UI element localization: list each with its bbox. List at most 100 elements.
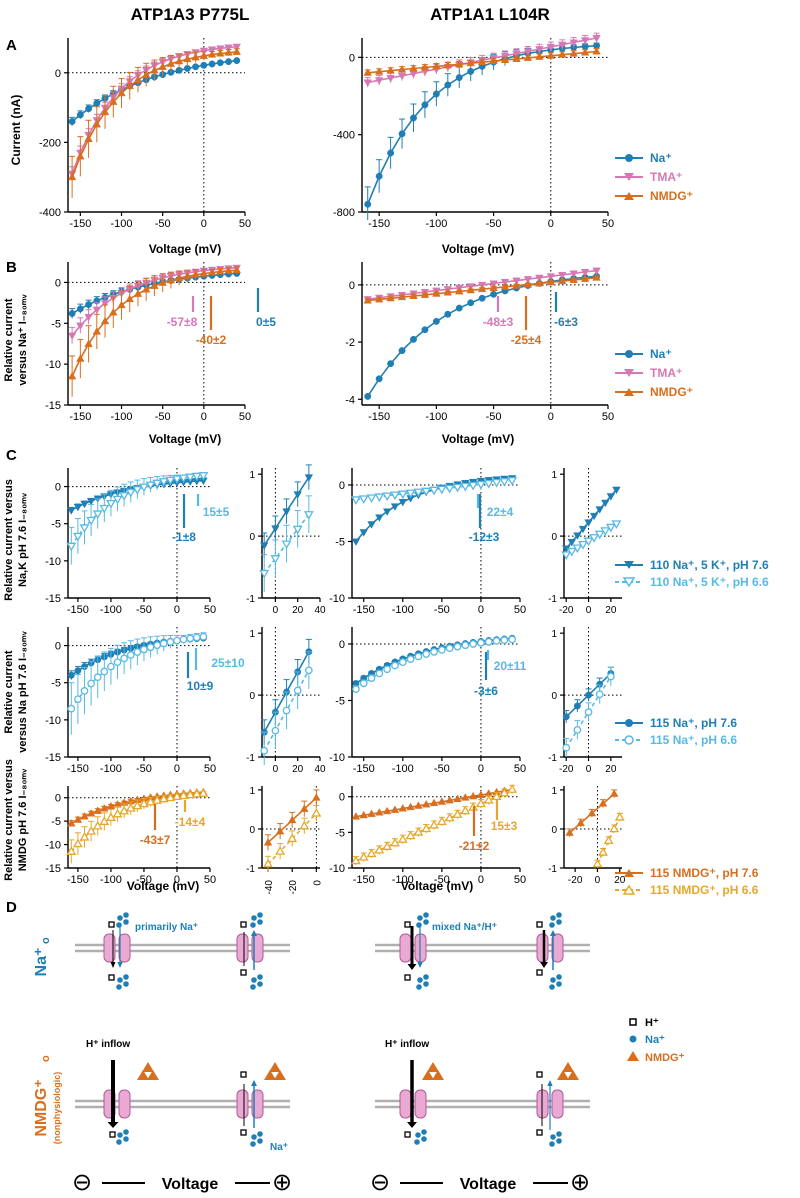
data-point <box>375 375 383 383</box>
ylabel-c3-line1: Relative current versus <box>3 759 15 881</box>
y-tick-label: -1 <box>548 864 557 875</box>
y-tick-label: -1 <box>246 864 255 875</box>
data-point <box>92 510 103 520</box>
data-point <box>67 704 76 713</box>
d-plus-right: ⊕ <box>570 1169 590 1196</box>
annot-c2-left-76: 10±9 <box>187 679 214 693</box>
nmdg-ion <box>269 1062 281 1072</box>
legend-c1-marker-66 <box>622 577 636 588</box>
data-point <box>429 798 439 807</box>
h-ion <box>404 1131 411 1138</box>
annot-c3-left-66: -14±4 <box>175 815 206 829</box>
x-tick-label: 50 <box>514 604 526 616</box>
na-ion <box>251 977 257 983</box>
x-tick-label: 40 <box>314 605 326 616</box>
channel-left-half <box>103 933 116 963</box>
data-point <box>66 846 77 855</box>
chart-C1_right_zoom: -20 0 20 -1 0 1 <box>548 468 622 616</box>
legend-b-marker-nmdg <box>624 388 634 396</box>
data-point <box>141 70 151 78</box>
data-point <box>282 706 291 715</box>
na-ion <box>423 919 429 925</box>
na-ion <box>556 912 562 918</box>
data-point <box>397 72 407 81</box>
data-point <box>405 830 416 840</box>
legend-a-nmdg: NMDG⁺ <box>650 189 693 203</box>
data-point <box>452 483 463 493</box>
x-tick-label: 0 <box>174 763 180 775</box>
d-legend-na-icon <box>629 1035 637 1043</box>
series-nmdg <box>67 47 241 199</box>
series-nmdg <box>363 47 601 76</box>
ylabel-c1-line1: Relative current versus <box>3 479 15 601</box>
data-point <box>546 43 556 52</box>
data-point <box>587 808 597 817</box>
y-tick-label: -800 <box>333 207 355 219</box>
data-point <box>512 281 521 289</box>
data-point <box>76 111 84 119</box>
legend-c1: 110 Na⁺, 5 K⁺, pH 7.6 110 Na⁺, 5 K⁺, pH … <box>615 558 769 589</box>
x-tick-label: 50 <box>239 411 251 423</box>
data-point <box>432 289 441 297</box>
data-point <box>303 511 314 520</box>
data-point <box>191 788 202 798</box>
data-point <box>351 538 361 546</box>
data-point <box>468 481 479 491</box>
h-ion <box>240 1129 247 1136</box>
annot-c3-right-66: 15±3 <box>491 819 518 833</box>
data-point <box>386 293 395 302</box>
y-tick-label: 1 <box>249 470 255 481</box>
data-point <box>304 474 314 482</box>
data-point <box>512 54 521 62</box>
data-point <box>100 107 110 116</box>
x-tick-label: 20 <box>614 875 626 886</box>
data-point <box>491 791 502 801</box>
na-ion <box>257 912 263 918</box>
data-point <box>93 99 101 107</box>
header-left: ATP1A3 P775L <box>131 5 250 24</box>
data-point <box>79 831 90 841</box>
annot-b-right-na: -6±3 <box>554 315 578 329</box>
data-point <box>275 846 286 855</box>
data-point <box>445 795 454 804</box>
data-point <box>232 43 241 52</box>
data-point <box>573 532 582 540</box>
na-ion <box>251 915 257 921</box>
na-ion <box>123 1136 129 1142</box>
legend-b-marker-tma <box>624 369 634 377</box>
data-point <box>207 50 217 58</box>
data-point <box>140 645 148 654</box>
data-point <box>432 61 441 70</box>
nmdg-ion <box>137 1070 149 1080</box>
annot-b-left-nmdg: -40±2 <box>196 333 227 347</box>
data-point <box>92 306 102 315</box>
na-ion <box>549 922 555 928</box>
data-point <box>119 492 130 501</box>
data-point <box>80 812 89 820</box>
data-point <box>594 530 605 540</box>
data-point <box>125 81 134 89</box>
series-ph66 <box>561 520 622 560</box>
data-point <box>366 494 377 504</box>
data-point <box>578 525 588 534</box>
d-h-inflow-right: H⁺ inflow <box>385 1039 429 1050</box>
data-point <box>592 267 601 276</box>
data-point <box>74 667 82 675</box>
channel-right-half <box>118 1089 131 1119</box>
annot-c1-left-76: -1±8 <box>172 530 196 544</box>
chart-C1_left_zoom: 0 20 40 -1 0 1 <box>246 464 326 616</box>
y-tick-label: -4 <box>345 394 355 406</box>
na-ion <box>257 974 263 980</box>
data-point <box>561 551 572 560</box>
na-efflux-arrow-head <box>251 1080 257 1086</box>
data-point <box>578 540 588 550</box>
data-point <box>398 347 406 355</box>
d-h-inflow-left: H⁺ inflow <box>86 1039 130 1050</box>
channel-right-half <box>551 1089 564 1119</box>
data-point <box>363 79 372 87</box>
na-ion <box>421 1136 427 1142</box>
data-point <box>86 516 97 526</box>
data-point <box>429 819 439 829</box>
na-ion <box>417 977 423 983</box>
data-point <box>107 662 115 671</box>
